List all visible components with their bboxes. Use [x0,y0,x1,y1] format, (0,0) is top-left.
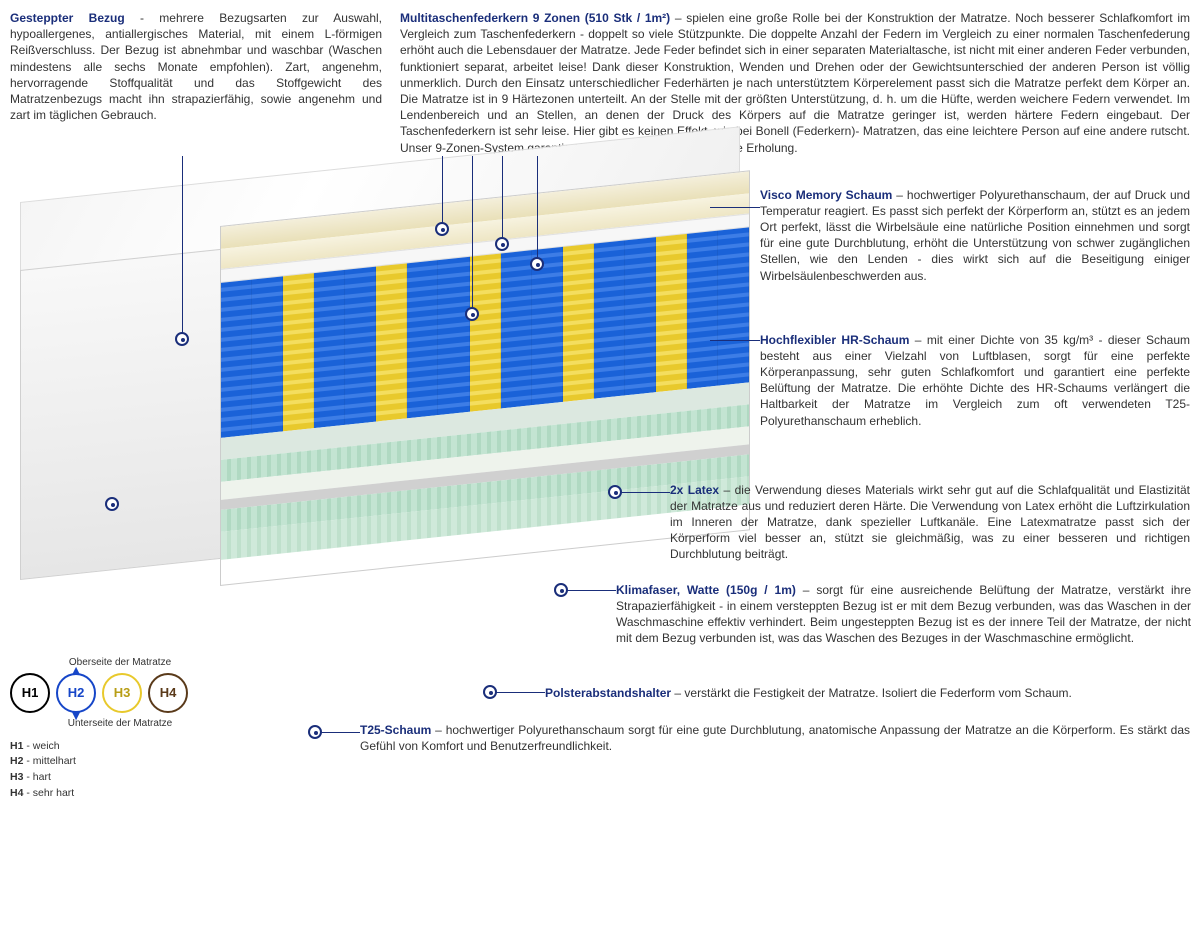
marker-polster-icon [483,685,497,699]
spring-column [718,227,749,385]
spring-column [501,250,532,408]
latex-text: die Verwendung dieses Materials wirkt se… [670,483,1190,562]
marker-layer-b-icon [495,237,509,251]
h4-code: H4 [160,684,177,702]
line-layer-a [442,156,443,224]
hr-sep: – [909,333,926,347]
spring-column [345,266,376,424]
federkern-text: spielen eine große Rolle bei der Konstru… [400,11,1190,155]
visco-sep: – [892,188,907,202]
hardness-legend: Oberseite der Matratze H1 ▲ H2 ▼ H3 H4 U… [10,654,230,802]
k3: H3 [10,771,23,783]
spring-column [314,270,345,428]
bezug-title: Gesteppter Bezug [10,11,125,25]
h1-code: H1 [22,684,39,702]
visco-title: Visco Memory Schaum [760,188,892,202]
klima-sep: – [796,583,816,597]
hardness-h4-icon: H4 [148,673,188,713]
hr-title: Hochflexibler HR-Schaum [760,333,909,347]
spring-column [283,273,314,431]
callout-t25: T25-Schaum – hochwertiger Polyurethansch… [360,722,1190,754]
spring-column [656,234,687,392]
latex-sep: – [719,483,735,497]
bezug-text: mehrere Bezugsarten zur Auswahl, hypoall… [10,11,382,122]
spring-column [376,263,407,421]
k1: H1 [10,740,23,752]
line-layer-b [502,156,503,239]
polster-text: verstärkt die Festigkeit der Matratze. I… [684,686,1071,700]
mattress-illustration [10,192,750,642]
callout-klima: Klimafaser, Watte (150g / 1m) – sorgt fü… [616,582,1191,647]
legend-circles: H1 ▲ H2 ▼ H3 H4 [10,673,230,713]
bezug-block: Gesteppter Bezug - mehrere Bezugsarten z… [10,10,382,156]
marker-layer-a-icon [435,222,449,236]
h2-code: H2 [68,684,85,702]
hardness-h3-icon: H3 [102,673,142,713]
klima-title: Klimafaser, Watte (150g / 1m) [616,583,796,597]
polster-sep: – [671,686,684,700]
legend-keys: H1 - weich H2 - mittelhart H3 - hart H4 … [10,739,230,802]
line-to-polster [495,692,545,693]
arrow-down-icon: ▼ [69,706,83,725]
t25-text: hochwertiger Polyurethanschaum sorgt für… [360,723,1190,753]
spring-column [687,230,718,388]
marker-layer-c-icon [530,257,544,271]
marker-side-icon [105,497,119,511]
spring-column [221,279,252,437]
hardness-h1-icon: H1 [10,673,50,713]
legend-bottom-label: Unterseite der Matratze [10,717,230,731]
top-text-row: Gesteppter Bezug - mehrere Bezugsarten z… [10,10,1190,156]
federkern-title: Multitaschenfederkern 9 Zonen (510 Stk /… [400,11,670,25]
key-row: H2 - mittelhart [10,754,230,770]
k2: H2 [10,755,23,767]
key-row: H1 - weich [10,739,230,755]
spring-column [594,240,625,398]
k4d: sehr hart [33,787,74,799]
line-to-visco [710,207,760,208]
line-to-t25 [320,732,360,733]
legend-top-label: Oberseite der Matratze [10,656,230,670]
h3-code: H3 [114,684,131,702]
spring-column [470,253,501,411]
k1d: weich [33,740,60,752]
k2d: mittelhart [33,755,76,767]
polster-title: Polsterabstandshalter [545,686,671,700]
marker-federkern-icon [465,307,479,321]
t25-sep: – [431,723,445,737]
diagram-zone: Visco Memory Schaum – hochwertiger Polyu… [10,162,1190,802]
t25-title: T25-Schaum [360,723,431,737]
key-row: H3 - hart [10,770,230,786]
line-federkern [472,156,473,309]
spring-column [563,243,594,401]
callout-polster: Polsterabstandshalter – verstärkt die Fe… [545,685,1190,701]
latex-title: 2x Latex [670,483,719,497]
line-bezug [182,156,183,334]
line-to-klima [566,590,616,591]
k4: H4 [10,787,23,799]
hardness-h2-icon: ▲ H2 ▼ [56,673,96,713]
line-to-hr [710,340,760,341]
spring-column [625,237,656,395]
spring-column [407,260,438,418]
marker-bezug-icon [175,332,189,346]
line-to-latex [620,492,670,493]
arrow-up-icon: ▲ [69,661,83,680]
marker-klima-icon [554,583,568,597]
callout-latex: 2x Latex – die Verwendung dieses Materia… [670,482,1190,563]
federkern-sep: – [670,11,686,25]
marker-t25-icon [308,725,322,739]
spring-column [252,276,283,434]
callout-hr: Hochflexibler HR-Schaum – mit einer Dich… [760,332,1190,429]
line-layer-c [537,156,538,259]
callout-visco: Visco Memory Schaum – hochwertiger Polyu… [760,187,1190,284]
federkern-block: Multitaschenfederkern 9 Zonen (510 Stk /… [400,10,1190,156]
marker-latex-icon [608,485,622,499]
k3d: hart [33,771,51,783]
bezug-sep: - [125,11,160,25]
spring-column [438,256,469,414]
key-row: H4 - sehr hart [10,786,230,802]
